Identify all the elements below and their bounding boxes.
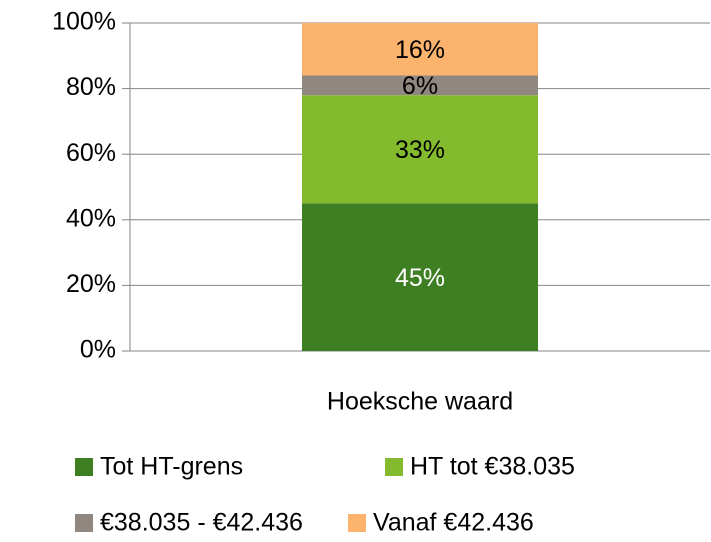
x-tick-label: Hoeksche waard <box>327 388 513 416</box>
legend-swatch <box>385 458 403 476</box>
value-label: 33% <box>395 136 445 164</box>
bar-segment <box>302 75 538 96</box>
value-label: 16% <box>395 36 445 64</box>
legend-swatch <box>75 458 93 476</box>
legend-label: €38.035 - €42.436 <box>100 509 303 537</box>
value-label: 6% <box>402 72 438 100</box>
bar-segment <box>302 23 538 76</box>
value-label: 45% <box>395 264 445 292</box>
legend-label: Tot HT-grens <box>100 453 243 481</box>
y-tick-label: 80% <box>66 73 116 101</box>
legend-swatch <box>348 514 366 532</box>
legend-label: HT tot €38.035 <box>410 453 575 481</box>
bar-segment <box>302 203 538 351</box>
legend-label: Vanaf €42.436 <box>373 509 534 537</box>
y-tick-label: 40% <box>66 204 116 232</box>
bar-segment <box>302 95 538 204</box>
y-tick-label: 20% <box>66 270 116 298</box>
y-tick-label: 0% <box>80 336 116 364</box>
y-tick-label: 100% <box>52 8 116 36</box>
y-tick-label: 60% <box>66 139 116 167</box>
legend-swatch <box>75 514 93 532</box>
